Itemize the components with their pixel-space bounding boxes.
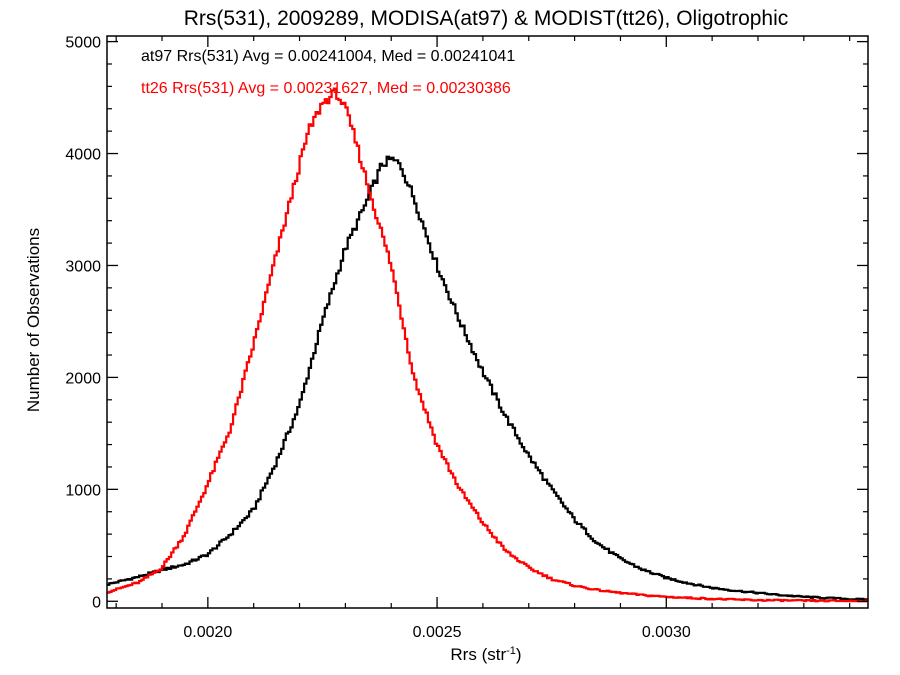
x-tick-label: 0.0030 xyxy=(642,624,691,641)
y-axis-label: Number of Observations xyxy=(24,228,43,412)
series-line-at97 xyxy=(107,155,868,601)
x-axis-label: Rrs (str-1) xyxy=(450,645,521,664)
x-axis-label-main: Rrs (str xyxy=(450,645,506,664)
x-tick-label: 0.0020 xyxy=(183,624,232,641)
x-tick-label: 0.0025 xyxy=(413,624,462,641)
series-layer xyxy=(107,87,868,603)
y-tick-label: 3000 xyxy=(65,258,101,275)
legend-entry-at97: at97 Rrs(531) Avg = 0.00241004, Med = 0.… xyxy=(141,48,515,65)
y-tick-label: 5000 xyxy=(65,35,101,52)
y-tick-label: 2000 xyxy=(65,370,101,387)
series-line-tt26 xyxy=(107,87,868,603)
plot-frame xyxy=(106,35,869,609)
x-axis-label-close: ) xyxy=(516,645,522,664)
y-tick-label: 0 xyxy=(92,594,101,611)
x-axis-label-superscript: -1 xyxy=(506,645,516,657)
axis-ticks: 0.0020 0.0025 0.0030 0 1000 2000 3000 4000 5000 xyxy=(65,35,868,641)
y-tick-label: 4000 xyxy=(65,147,101,164)
legend-entry-tt26: tt26 Rrs(531) Avg = 0.00231627, Med = 0.… xyxy=(141,80,511,97)
chart-title: Rrs(531), 2009289, MODISA(at97) & MODIST… xyxy=(184,7,789,30)
y-tick-label: 1000 xyxy=(65,482,101,499)
